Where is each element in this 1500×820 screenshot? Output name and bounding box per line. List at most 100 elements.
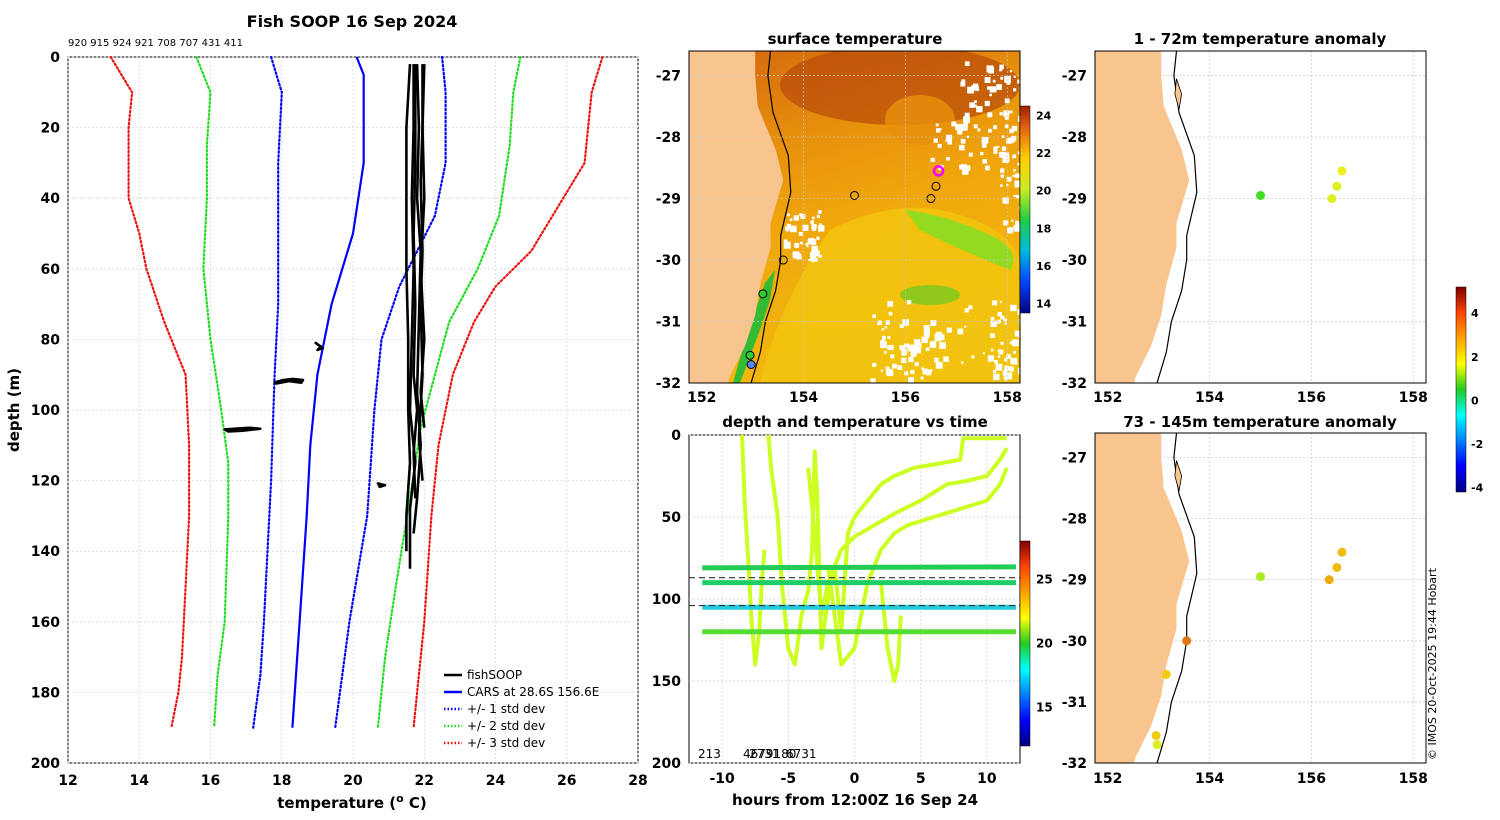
sst-cloud-mask	[783, 61, 1020, 383]
sst-cloud-pixel	[806, 245, 809, 248]
sst-xtick-158: 158	[993, 390, 1022, 406]
anom2-point-1	[1324, 575, 1334, 585]
sst-cloud-pixel	[998, 349, 1004, 355]
anom1-title: 1 - 72m temperature anomaly	[1134, 30, 1387, 48]
sst-cloud-pixel	[990, 320, 997, 327]
sst-cloud-pixel	[921, 367, 924, 370]
sst-cloud-pixel	[995, 363, 1003, 371]
anom-cb-tick-2: 2	[1471, 351, 1479, 364]
sst-cloud-pixel	[997, 355, 1001, 358]
sst-cloud-pixel	[959, 144, 965, 151]
sst-ytick--29: -29	[656, 192, 681, 208]
sst-cloud-pixel	[992, 300, 998, 306]
sst-cloud-pixel	[964, 61, 970, 66]
profile-xtick-20: 20	[343, 773, 363, 789]
sst-cloud-pixel	[917, 342, 922, 347]
profile-subtitle: 920 915 924 921 708 707 431 411	[68, 38, 243, 49]
anom-cb-tick--2: -2	[1471, 438, 1483, 451]
ts-cb-tick-20: 20	[1036, 637, 1053, 651]
sst-cloud-pixel	[816, 236, 820, 240]
ts-trace-2	[806, 447, 1009, 618]
legend-label-cars: CARS at 28.6S 156.6E	[467, 685, 599, 699]
sst-cloud-pixel	[1018, 206, 1020, 211]
profile-xlabel-text: temperature (	[277, 794, 396, 812]
ts-xtick--10: -10	[709, 771, 735, 787]
sst-cloud-pixel	[881, 328, 884, 331]
sst-cloud-pixel	[1013, 225, 1020, 232]
sst-cloud-pixel	[999, 152, 1003, 156]
sst-cloud-pixel	[964, 165, 971, 171]
sst-station-5	[758, 289, 768, 299]
sst-cloud-pixel	[1012, 339, 1019, 347]
sst-colorbar-ticks: 24 22 20 18 16 14	[1036, 109, 1052, 310]
ts-xtick-0: 0	[850, 771, 860, 787]
sst-cloud-pixel	[1017, 151, 1020, 155]
sst-cloud-pixel	[993, 125, 997, 130]
sst-cloud-pixel	[1000, 341, 1004, 345]
sst-cloud-pixel	[934, 357, 939, 363]
sst-cloud-pixel	[946, 327, 952, 333]
anom1-point-1	[1327, 194, 1337, 204]
sst-cloud-pixel	[1018, 368, 1020, 375]
sst-cloud-pixel	[1014, 330, 1020, 337]
sst-cloud-pixel	[977, 128, 981, 132]
sst-cloud-pixel	[802, 224, 809, 231]
profile-ytick-40: 40	[41, 191, 61, 207]
sst-cloud-pixel	[1011, 135, 1017, 141]
sst-cloud-pixel	[955, 123, 962, 131]
anomaly-colorbar-ticks: 4 2 0 -2 -4	[1471, 307, 1484, 494]
anom2-ytick--31: -31	[1062, 695, 1087, 711]
sst-cloud-pixel	[892, 363, 897, 369]
sst-cloud-pixel	[1010, 304, 1017, 312]
sst-cloud-pixel	[999, 68, 1003, 72]
legend-label-fishsoop: fishSOOP	[467, 668, 522, 682]
ts-xtick-5: 5	[916, 771, 926, 787]
sst-cloud-pixel	[960, 138, 966, 144]
sst-cloud-pixel	[962, 168, 969, 175]
ts-ytick-200: 200	[652, 756, 681, 772]
sst-cloud-pixel	[1000, 184, 1003, 187]
sst-cloud-pixel	[810, 220, 815, 225]
profile-series-5	[412, 55, 604, 729]
sst-cloud-pixel	[1000, 76, 1004, 80]
profile-title: Fish SOOP 16 Sep 2024	[247, 12, 458, 31]
anom1-ytick--31: -31	[1062, 315, 1087, 331]
sst-cloud-pixel	[1015, 194, 1020, 199]
sst-cloud-pixel	[999, 64, 1004, 70]
sst-cloud-pixel	[960, 81, 966, 87]
sst-cloud-pixel	[908, 356, 914, 363]
sst-cloud-pixel	[1003, 220, 1009, 226]
anom2-xtick-158: 158	[1399, 771, 1428, 787]
sst-cloud-pixel	[1012, 174, 1015, 178]
sst-cloud-pixel	[899, 345, 905, 351]
sst-cloud-pixel	[988, 128, 992, 133]
sst-cloud-pixel	[933, 138, 938, 143]
profile-ytick-60: 60	[41, 262, 61, 278]
sst-cloud-pixel	[1011, 125, 1018, 132]
sst-cloud-pixel	[811, 224, 817, 230]
sst-cloud-pixel	[920, 376, 924, 380]
sst-cloud-pixel	[798, 232, 803, 236]
sst-cloud-pixel	[885, 366, 890, 370]
anom2-point-4	[1182, 636, 1192, 646]
sst-cloud-pixel	[818, 225, 825, 232]
sst-cloud-pixel	[1013, 75, 1016, 78]
ts-annotation-1: 213	[698, 747, 721, 761]
sst-ytick--31: -31	[656, 315, 681, 331]
profile-ytick-100: 100	[31, 403, 60, 419]
sst-cloud-pixel	[951, 121, 957, 127]
anom2-points	[1151, 460, 1347, 750]
sst-cb-tick-22: 22	[1036, 147, 1051, 160]
sst-cloud-pixel	[908, 377, 914, 383]
sst-station-current	[932, 165, 945, 177]
sst-cb-tick-20: 20	[1036, 185, 1052, 198]
sst-cloud-pixel	[888, 311, 893, 316]
timeseries-data	[689, 435, 1020, 683]
sst-cloud-pixel	[999, 112, 1003, 116]
profile-fishsoop-blob-1	[273, 377, 305, 385]
sst-panel: surface temperature 152 154 156 158 -27 -28 -2…	[656, 30, 1052, 406]
sst-cloud-pixel	[1010, 357, 1017, 365]
profile-ytick-200: 200	[31, 756, 60, 772]
